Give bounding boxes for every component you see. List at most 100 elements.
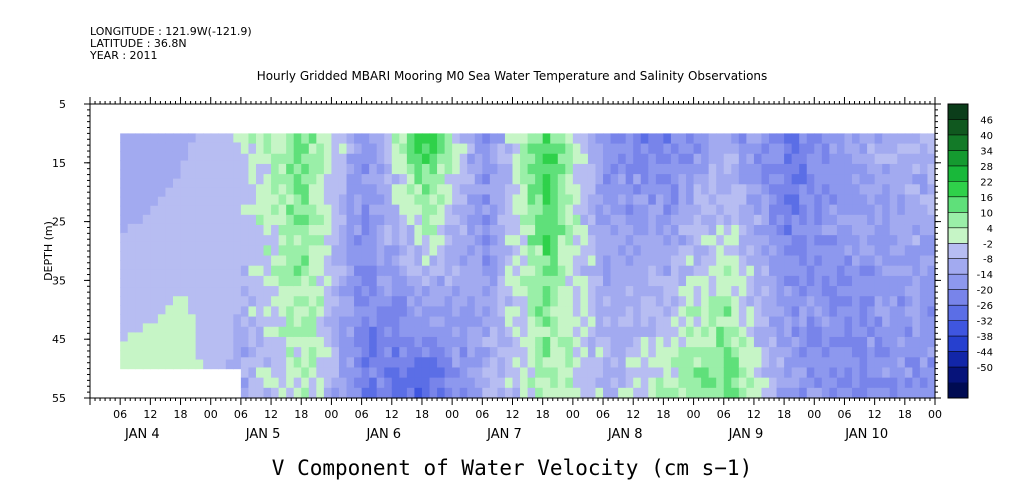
heatmap-cell: [293, 316, 302, 328]
heatmap-cell: [640, 245, 649, 257]
heatmap-cell: [814, 224, 823, 236]
heatmap-cell: [919, 296, 929, 308]
heatmap-cell: [844, 163, 853, 175]
heatmap-cell: [157, 196, 167, 207]
heatmap-cell: [648, 255, 657, 267]
heatmap-cell: [565, 326, 574, 338]
heatmap-cell: [346, 316, 355, 328]
heatmap-cell: [557, 316, 566, 328]
colorbar-swatch: [948, 258, 968, 275]
heatmap-cell: [437, 174, 446, 185]
heatmap-cell: [369, 275, 378, 287]
heatmap-cell: [731, 163, 740, 175]
heatmap-cell: [859, 184, 868, 196]
heatmap-cell: [852, 336, 861, 348]
heatmap-cell: [859, 265, 868, 277]
heatmap-cell: [882, 336, 891, 348]
heatmap-cell: [527, 336, 536, 348]
heatmap-cell: [753, 265, 763, 277]
x-hour-label: 12: [143, 408, 157, 421]
heatmap-cell: [791, 235, 800, 246]
heatmap-cell: [655, 143, 664, 155]
heatmap-cell: [406, 143, 416, 155]
heatmap-cell: [391, 265, 400, 277]
heatmap-cell: [444, 367, 453, 379]
heatmap-cell: [746, 275, 755, 287]
heatmap-cell: [429, 255, 438, 267]
heatmap-cell: [595, 275, 604, 287]
heatmap-cell: [406, 306, 416, 318]
heatmap-cell: [738, 306, 747, 318]
heatmap-cell: [369, 133, 378, 145]
heatmap-cell: [716, 286, 725, 297]
heatmap-cell: [361, 255, 370, 267]
heatmap-cell: [203, 278, 212, 288]
heatmap-cell: [459, 336, 468, 348]
heatmap-cell: [308, 153, 317, 165]
heatmap-cell: [354, 286, 363, 297]
heatmap-cell: [135, 178, 144, 189]
heatmap-cell: [655, 153, 664, 165]
heatmap-cell: [829, 296, 838, 308]
heatmap-cell: [444, 214, 453, 226]
heatmap-cell: [127, 214, 136, 225]
heatmap-cell: [769, 275, 778, 287]
heatmap-cell: [904, 265, 913, 277]
heatmap-cell: [421, 377, 431, 389]
heatmap-cell: [497, 347, 506, 358]
heatmap-cell: [452, 296, 461, 308]
colorbar-label: 4: [987, 224, 993, 235]
heatmap-cell: [814, 184, 823, 196]
heatmap-cell: [882, 357, 891, 369]
heatmap-cell: [308, 184, 317, 196]
heatmap-cell: [195, 214, 204, 225]
heatmap-cell: [512, 367, 521, 379]
heatmap-cell: [195, 341, 204, 352]
heatmap-cell: [165, 196, 174, 207]
heatmap-cell: [354, 184, 363, 196]
heatmap-cell: [316, 224, 325, 236]
heatmap-cell: [429, 275, 438, 287]
heatmap-cell: [346, 153, 355, 165]
heatmap-cell: [157, 260, 167, 270]
heatmap-cell: [520, 235, 529, 246]
heatmap-cell: [867, 387, 876, 399]
heatmap-cell: [406, 347, 416, 358]
heatmap-cell: [912, 275, 921, 287]
heatmap-cell: [806, 163, 815, 175]
heatmap-cell: [904, 184, 913, 196]
heatmap-cell: [489, 286, 499, 297]
heatmap-cell: [527, 306, 536, 318]
heatmap-cell: [399, 133, 408, 145]
heatmap-cell: [354, 387, 363, 399]
heatmap-cell: [225, 241, 234, 252]
heatmap-cell: [323, 387, 333, 399]
heatmap-cell: [444, 143, 453, 155]
heatmap-cell: [889, 133, 898, 145]
heatmap-cell: [316, 184, 325, 196]
heatmap-cell: [723, 255, 732, 267]
heatmap-cell: [157, 178, 167, 189]
colorbar-frame: [947, 103, 969, 399]
heatmap-cell: [293, 214, 302, 226]
heatmap-cell: [180, 223, 189, 234]
heatmap-cell: [580, 214, 589, 226]
heatmap-cell: [172, 359, 182, 370]
heatmap-cell: [195, 187, 204, 198]
heatmap-cell: [444, 204, 453, 216]
heatmap-cell: [693, 174, 702, 185]
heatmap-cell: [195, 287, 204, 297]
heatmap-cell: [346, 174, 355, 185]
heatmap-cell: [829, 184, 838, 196]
heatmap-cell: [361, 133, 370, 145]
heatmap-cell: [391, 275, 400, 287]
heatmap-cell: [218, 350, 227, 361]
heatmap-cell: [437, 204, 446, 216]
heatmap-cell: [618, 235, 627, 246]
heatmap-cell: [814, 357, 823, 369]
heatmap-cell: [172, 305, 182, 315]
heatmap-cell: [625, 357, 634, 369]
heatmap-cell: [663, 336, 672, 348]
heatmap-cell: [912, 316, 921, 328]
heatmap-cell: [346, 357, 355, 369]
